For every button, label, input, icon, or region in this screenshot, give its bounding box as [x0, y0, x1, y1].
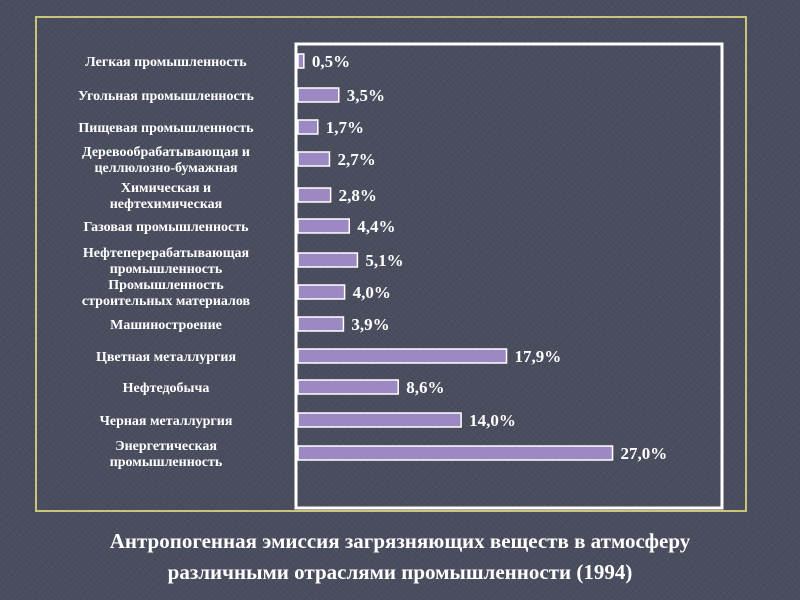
bars — [297, 53, 614, 461]
bar-7 — [297, 284, 346, 300]
chart-caption: Антропогенная эмиссия загрязняющих вещес… — [30, 526, 770, 588]
value-label-10: 8,6% — [406, 378, 444, 397]
bar-3 — [297, 151, 331, 167]
category-label-6: Нефтеперерабатывающая промышленность — [83, 246, 250, 277]
value-label-8: 3,9% — [351, 315, 389, 334]
value-labels: 0,5% 3,5% 1,7% 2,7% 2,8% 4,4% 5,1% 4,0% 3,9% 17,9… — [312, 52, 667, 463]
bar-10 — [297, 379, 399, 395]
plot-area-border — [294, 42, 724, 510]
value-label-0: 0,5% — [312, 52, 350, 71]
category-label-9: Цветная металлургия — [96, 350, 237, 365]
slide-frame — [35, 16, 747, 512]
category-label-11: Черная металлургия — [100, 414, 233, 429]
bar-1 — [297, 87, 340, 103]
caption-line-1: Антропогенная эмиссия загрязняющих вещес… — [109, 529, 691, 553]
bar-6 — [297, 252, 359, 268]
bar-8 — [297, 316, 345, 332]
value-label-12: 27,0% — [621, 444, 668, 463]
category-label-7: Промышленность строительных материалов — [82, 278, 251, 309]
bar-4 — [297, 187, 332, 203]
category-label-1: Угольная промышленность — [78, 89, 255, 104]
value-label-5: 4,4% — [357, 217, 395, 236]
value-label-4: 2,8% — [339, 186, 377, 205]
category-label-4: Химическая и нефтехимическая — [110, 181, 223, 212]
category-label-10: Нефтедобыча — [123, 381, 210, 396]
bar-9 — [297, 348, 508, 364]
value-label-1: 3,5% — [347, 86, 385, 105]
category-label-8: Машиностроение — [110, 318, 222, 333]
value-label-3: 2,7% — [337, 150, 375, 169]
bar-0 — [297, 53, 305, 69]
value-label-6: 5,1% — [365, 251, 403, 270]
bar-12 — [297, 445, 614, 461]
category-labels: Легкая промышленность Угольная промышленн… — [78, 55, 255, 470]
bar-11 — [297, 412, 462, 428]
category-label-3: Деревообрабатывающая и целлюлозно-бумажна… — [82, 145, 250, 176]
value-label-11: 14,0% — [469, 411, 516, 430]
bar-5 — [297, 218, 351, 234]
caption-line-2: различными отраслями промышленности (199… — [167, 560, 633, 584]
category-label-2: Пищевая промышленность — [78, 121, 254, 136]
bar-2 — [297, 119, 319, 135]
value-label-2: 1,7% — [326, 118, 364, 137]
category-label-5: Газовая промышленность — [83, 220, 249, 235]
category-label-12: Энергетическая промышленность — [110, 439, 223, 470]
value-label-9: 17,9% — [515, 347, 562, 366]
category-label-0: Легкая промышленность — [85, 55, 247, 70]
value-label-7: 4,0% — [353, 283, 391, 302]
